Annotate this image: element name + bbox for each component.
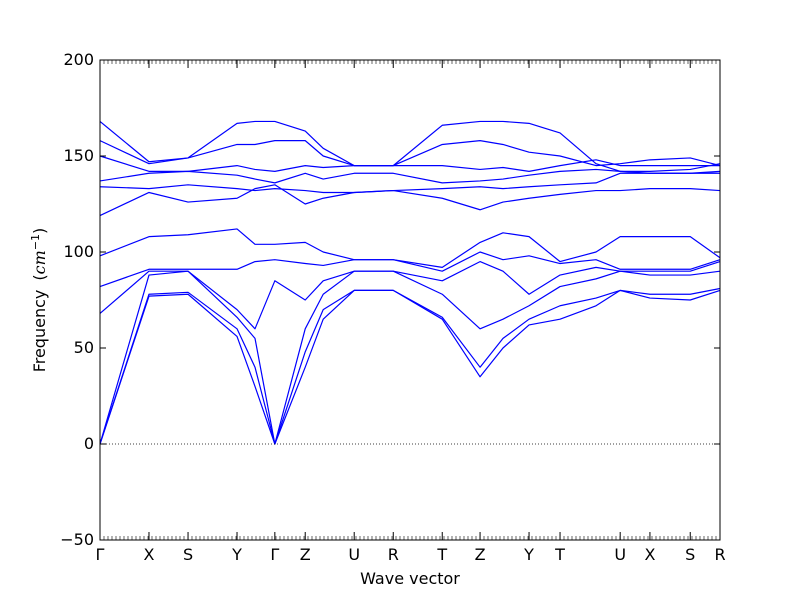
y-axis-unit-exp: −1	[29, 234, 42, 250]
series-line-10	[99, 155, 720, 172]
x-tick-label: U	[348, 545, 360, 564]
x-tick-label: R	[714, 545, 725, 564]
y-tick-label: 0	[84, 434, 94, 453]
x-tick-label: Z	[300, 545, 311, 564]
y-tick-label: 200	[63, 50, 94, 69]
y-tick-label: −50	[60, 530, 94, 549]
x-tick-label: Z	[475, 545, 486, 564]
series-line-7	[99, 184, 721, 217]
plot-frame	[99, 59, 721, 541]
x-tick-label: T	[436, 545, 447, 564]
series-line-9	[99, 168, 721, 184]
series-line-11	[99, 140, 721, 167]
y-axis-label: Frequency (cm−1)	[29, 228, 49, 373]
x-tick-label: Y	[523, 545, 534, 564]
series-group	[99, 120, 721, 445]
series-line-12	[99, 120, 721, 172]
x-tick-label: Y	[231, 545, 242, 564]
x-tick-label: R	[388, 545, 399, 564]
x-tick-label: Γ	[96, 545, 105, 564]
y-tick-label: 150	[63, 146, 94, 165]
y-axis-label-text: Frequency	[30, 290, 49, 373]
x-tick-label: X	[143, 545, 154, 564]
x-tick-label: S	[183, 545, 193, 564]
y-tick-label: 100	[63, 242, 94, 261]
series-line-2	[99, 287, 721, 445]
series-line-6	[99, 228, 721, 268]
y-tick-label: 50	[74, 338, 94, 357]
ticks-group	[99, 59, 721, 541]
series-line-5	[99, 251, 721, 288]
series-line-1	[99, 289, 721, 445]
x-tick-label: U	[614, 545, 626, 564]
series-line-3	[99, 270, 721, 445]
y-tick-labels: −50 0 50 100 150 200	[60, 50, 94, 549]
x-axis-label: Wave vector	[360, 569, 460, 588]
x-tick-label: S	[685, 545, 695, 564]
y-axis-unit-var: cm	[30, 250, 49, 274]
x-tick-label: Γ	[270, 545, 279, 564]
x-tick-label: X	[644, 545, 655, 564]
series-line-4	[99, 261, 721, 330]
x-tick-label: T	[554, 545, 565, 564]
series-line-8	[99, 172, 720, 194]
